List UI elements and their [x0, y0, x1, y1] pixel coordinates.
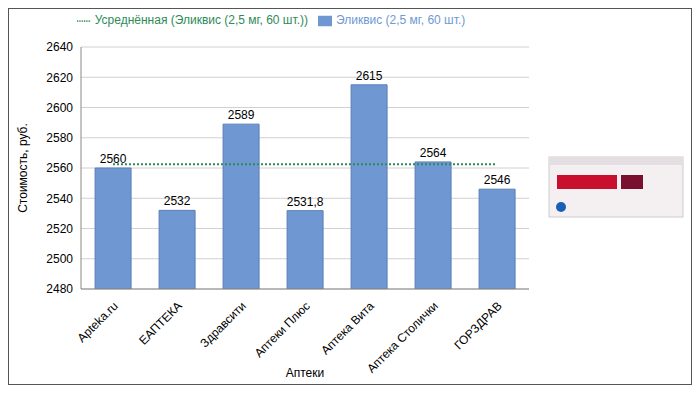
svg-text:2615: 2615 — [356, 69, 383, 83]
svg-text:2580: 2580 — [46, 131, 73, 145]
svg-text:2600: 2600 — [46, 101, 73, 115]
svg-text:Аптеки: Аптеки — [286, 366, 325, 380]
svg-text:2560: 2560 — [100, 152, 127, 166]
svg-text:Аптека Вита: Аптека Вита — [318, 299, 377, 358]
svg-text:2531,8: 2531,8 — [287, 195, 324, 209]
svg-text:2540: 2540 — [46, 192, 73, 206]
svg-text:Здравсити: Здравсити — [197, 299, 248, 350]
svg-text:2564: 2564 — [420, 146, 447, 160]
svg-text:2640: 2640 — [46, 40, 73, 54]
svg-text:Apteka.ru: Apteka.ru — [75, 299, 121, 345]
svg-text:2532: 2532 — [164, 194, 191, 208]
svg-text:2589: 2589 — [228, 108, 255, 122]
svg-text:ЕАПТЕКА: ЕАПТЕКА — [136, 299, 185, 348]
svg-text:Аптека Столички: Аптека Столички — [364, 299, 441, 376]
svg-text:2520: 2520 — [46, 222, 73, 236]
svg-text:Аптеки Плюс: Аптеки Плюс — [252, 299, 313, 360]
svg-text:2500: 2500 — [46, 252, 73, 266]
svg-text:ГОРЗДРАВ: ГОРЗДРАВ — [451, 299, 504, 352]
svg-text:2560: 2560 — [46, 161, 73, 175]
svg-text:2620: 2620 — [46, 71, 73, 85]
html-text:Усреднённая (Эликвис (2,5 мг,: Усреднённая (Эликвис (2,5 мг, 60 шт.)) — [94, 13, 308, 27]
svg-text:2480: 2480 — [46, 282, 73, 296]
svg-text:Стоимость, руб.: Стоимость, руб. — [16, 123, 30, 213]
html-text:Эликвис (2,5 мг, 60 шт.): Эликвис (2,5 мг, 60 шт.) — [336, 13, 466, 27]
svg-text:2546: 2546 — [484, 173, 511, 187]
